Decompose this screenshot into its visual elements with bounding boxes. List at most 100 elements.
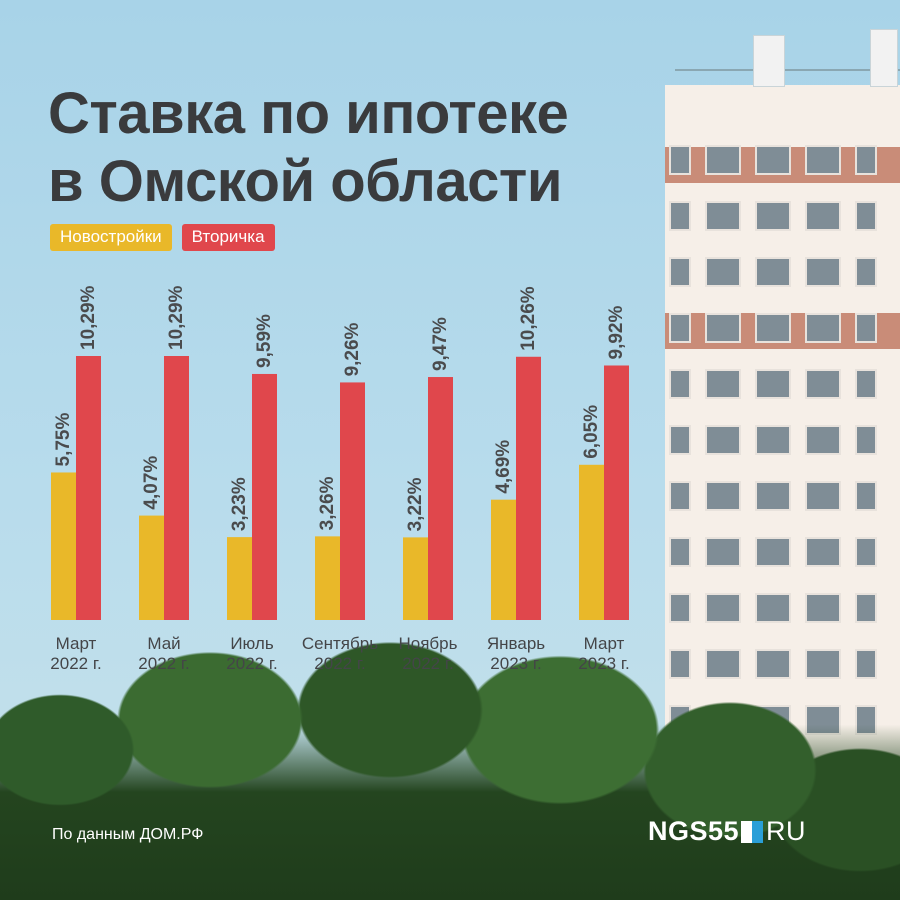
window: [755, 537, 791, 567]
window: [805, 313, 841, 343]
window: [855, 537, 877, 567]
window: [805, 201, 841, 231]
bar-secondary-4: [428, 377, 453, 620]
window: [805, 145, 841, 175]
x-tick-label-month-2: Июль: [230, 634, 274, 653]
bar-secondary-0: [76, 356, 101, 620]
window: [855, 481, 877, 511]
window: [855, 425, 877, 455]
window: [705, 593, 741, 623]
bar-new-0: [51, 472, 76, 620]
x-tick-label-year-0: 2022 г.: [50, 654, 101, 673]
ngs55-logo: NGS55 RU: [648, 816, 806, 847]
window: [805, 369, 841, 399]
window: [705, 369, 741, 399]
window: [669, 257, 691, 287]
window: [705, 537, 741, 567]
x-tick-label-year-5: 2023 г.: [490, 654, 541, 673]
value-label-new-1: 4,07%: [141, 456, 162, 510]
window: [855, 201, 877, 231]
window: [705, 145, 741, 175]
window: [805, 425, 841, 455]
window: [755, 145, 791, 175]
window: [669, 593, 691, 623]
trees-background: [0, 630, 900, 900]
window: [669, 201, 691, 231]
x-tick-label-year-3: 2022 г.: [314, 654, 365, 673]
roof-chimney: [870, 29, 898, 87]
x-tick-label-year-4: 2022 г.: [402, 654, 453, 673]
bar-secondary-1: [164, 356, 189, 620]
bar-new-4: [403, 537, 428, 620]
window: [669, 481, 691, 511]
window: [669, 369, 691, 399]
x-tick-label-year-2: 2022 г.: [226, 654, 277, 673]
bar-secondary-3: [340, 382, 365, 620]
value-label-secondary-6: 9,92%: [606, 306, 627, 360]
window: [805, 481, 841, 511]
x-tick-label-month-4: Ноябрь: [399, 634, 458, 653]
x-tick-label-year-6: 2023 г.: [578, 654, 629, 673]
value-label-new-0: 5,75%: [53, 412, 74, 466]
logo-main: NGS55: [648, 816, 740, 846]
window: [855, 257, 877, 287]
window: [855, 593, 877, 623]
value-label-new-2: 3,23%: [229, 477, 250, 531]
bar-new-3: [315, 536, 340, 620]
window: [705, 201, 741, 231]
value-label-new-5: 4,69%: [493, 440, 514, 494]
value-label-secondary-1: 10,29%: [166, 285, 187, 350]
legend-secondary: Вторичка: [181, 224, 275, 251]
window: [805, 257, 841, 287]
chart-title: Ставка по ипотеке в Омской области: [48, 80, 569, 216]
window: [669, 145, 691, 175]
window: [855, 145, 877, 175]
logo-suffix: RU: [766, 816, 807, 846]
window: [855, 369, 877, 399]
window: [755, 313, 791, 343]
window: [855, 313, 877, 343]
legend-new-buildings: Новостройки: [50, 224, 172, 251]
roof-railing: [675, 69, 900, 87]
bar-new-6: [579, 464, 604, 620]
x-tick-label-month-1: Май: [147, 634, 180, 653]
bar-new-1: [139, 515, 164, 620]
window: [705, 313, 741, 343]
window: [669, 425, 691, 455]
window: [805, 593, 841, 623]
window: [755, 369, 791, 399]
window: [755, 201, 791, 231]
legend: Новостройки Вторичка: [50, 224, 275, 251]
x-tick-label-month-0: Март: [56, 634, 97, 653]
source-note: По данным ДОМ.РФ: [52, 826, 204, 843]
window: [669, 313, 691, 343]
value-label-secondary-0: 10,29%: [78, 285, 99, 350]
x-tick-label-month-5: Январь: [487, 634, 545, 653]
x-tick-label-month-6: Март: [584, 634, 625, 653]
value-label-new-3: 3,26%: [317, 476, 338, 530]
window: [705, 481, 741, 511]
window: [705, 425, 741, 455]
bar-new-5: [491, 499, 516, 620]
bar-new-2: [227, 537, 252, 620]
logo-square-icon: [741, 820, 764, 843]
window: [755, 425, 791, 455]
window: [669, 537, 691, 567]
window: [755, 481, 791, 511]
title-line-1: Ставка по ипотеке: [48, 81, 569, 146]
window: [805, 537, 841, 567]
title-line-2: в Омской области: [48, 149, 562, 214]
value-label-secondary-2: 9,59%: [254, 314, 275, 368]
value-label-secondary-5: 10,26%: [518, 286, 539, 351]
roof-chimney: [753, 35, 785, 87]
bar-secondary-2: [252, 373, 277, 620]
value-label-secondary-3: 9,26%: [342, 322, 363, 376]
bar-secondary-6: [604, 365, 629, 620]
window: [705, 257, 741, 287]
x-tick-label-month-3: Сентябрь: [302, 634, 378, 653]
window: [755, 257, 791, 287]
window: [755, 593, 791, 623]
value-label-new-4: 3,22%: [405, 477, 426, 531]
value-label-secondary-4: 9,47%: [430, 317, 451, 371]
